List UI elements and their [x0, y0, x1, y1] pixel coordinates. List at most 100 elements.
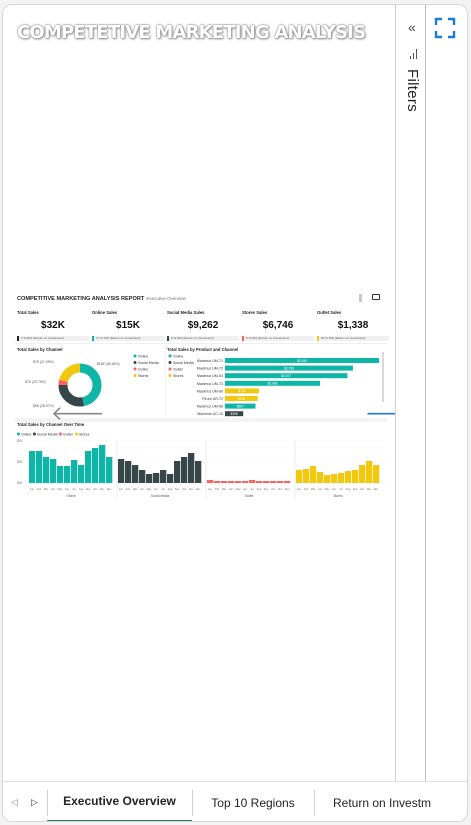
month-label: May	[236, 487, 242, 491]
month-label: Sep	[86, 487, 91, 491]
thumbnail-header: COMPETITIVE MARKETING ANALYSIS REPORT Exe…	[17, 296, 186, 302]
scrollbar[interactable]	[359, 294, 362, 302]
donut-slice	[59, 363, 81, 383]
y-tick-label: $1K	[17, 439, 24, 443]
kpi-value: $1,338	[337, 320, 369, 331]
month-label: Jan	[119, 487, 124, 491]
expand-corners-icon[interactable]	[434, 17, 456, 39]
tab-return-on-investment[interactable]: Return on Investm	[333, 795, 432, 810]
timeline-bar	[118, 459, 125, 483]
kpi-value: $9,262	[187, 320, 219, 331]
timeline-bar	[64, 466, 71, 483]
bar	[225, 373, 348, 379]
month-label: Jun	[332, 487, 337, 491]
timeline-bar	[256, 481, 263, 483]
donut-title: Total Sales by Channel	[17, 347, 63, 352]
month-label: Oct	[182, 487, 186, 491]
bar	[225, 358, 379, 363]
donut-legend-label: Social Media	[138, 361, 159, 365]
month-label: Mar	[222, 487, 227, 491]
kpi-color-bar	[92, 336, 94, 341]
donut-label: $7K (20.79%)	[25, 380, 46, 384]
month-label: Apr	[318, 487, 322, 491]
tab-top-10-regions[interactable]: Top 10 Regions	[211, 795, 295, 810]
kpi-roi-note: 56 % ROI (Return on Investment)	[317, 336, 389, 341]
timeline-bar	[366, 461, 373, 483]
y-tick-label: $0K	[17, 481, 24, 485]
bar-value-label: $2,677	[281, 374, 291, 378]
chevron-left-icon[interactable]: ◁	[11, 797, 18, 807]
kpi-card: Online Sales $15K 17 % ROI (Return on Inve…	[92, 310, 164, 342]
prev-page-arrow[interactable]: 🡐	[51, 403, 105, 425]
filters-pane[interactable]: « Filters	[395, 5, 426, 781]
timeline-bar	[36, 451, 43, 483]
donut-legend-label: Outlet	[138, 367, 148, 371]
timeline-bar	[181, 457, 188, 483]
timeline-bar	[235, 481, 242, 483]
bar	[225, 388, 259, 394]
month-label: Jul	[72, 487, 76, 491]
month-label: Mar	[44, 487, 49, 491]
month-label: Jun	[154, 487, 159, 491]
report-thumbnail[interactable]: COMPETITIVE MARKETING ANALYSIS REPORT Exe…	[15, 290, 419, 518]
bar-category-label: Maximus UM-72	[197, 367, 223, 371]
month-label: Jul	[161, 487, 165, 491]
chevron-right-icon[interactable]: ▷	[31, 797, 38, 807]
legend-dot	[59, 432, 62, 436]
bar-value-label: $741	[238, 389, 245, 393]
timeline-bar	[57, 466, 64, 483]
month-label: Aug	[346, 487, 351, 491]
kpi-value: $32K	[41, 320, 65, 331]
comment-icon[interactable]	[372, 294, 380, 300]
kpi-card: Social Media Sales $9,262 0 % ROI (Return …	[167, 310, 239, 342]
timeline-legend-label: Social Media	[37, 432, 58, 436]
month-label: Jan	[297, 487, 302, 491]
legend-dot	[133, 367, 137, 371]
donut-label: $7K (21.09%)	[33, 360, 54, 364]
divider	[165, 346, 166, 416]
legend-dot	[17, 432, 20, 436]
legend-dot	[133, 354, 137, 358]
month-label: Oct	[271, 487, 275, 491]
bar-category-label: Maximus UM-66	[197, 405, 223, 409]
timeline-bar	[43, 457, 50, 483]
tab-executive-overview[interactable]: Executive Overview	[47, 782, 192, 821]
legend-dot	[168, 361, 172, 364]
month-label: Apr	[140, 487, 144, 491]
timeline-bar	[92, 448, 99, 483]
kpi-color-bar	[17, 336, 19, 341]
double-chevron-left-icon[interactable]: «	[408, 19, 416, 35]
bars-legend-label: Online	[173, 354, 183, 358]
legend-dot	[133, 361, 137, 364]
month-label: Jun	[243, 487, 248, 491]
month-label: Jul	[250, 487, 254, 491]
month-label: Nov	[189, 487, 194, 491]
thumbnail-title: COMPETITIVE MARKETING ANALYSIS REPORT	[17, 296, 145, 302]
kpi-label: Outlet Sales	[317, 310, 342, 315]
timeline-bar	[125, 461, 132, 483]
bar	[225, 396, 258, 401]
divider	[15, 418, 387, 422]
month-label: Feb	[215, 487, 220, 491]
thumbnail-subtitle: Executive Overview	[146, 296, 186, 301]
scrollbar	[382, 352, 384, 402]
timeline-legend-label: Online	[21, 432, 31, 436]
month-label: Jan	[30, 487, 35, 491]
bar	[225, 403, 256, 409]
kpi-label: Social Media Sales	[167, 310, 205, 315]
donut-label: $15K (46.84%)	[97, 362, 120, 366]
tab-divider	[192, 790, 193, 816]
timeline-bar	[284, 481, 291, 483]
thumbnail-visuals: $7K (21.09%) $15K (46.84%) $7K (20.79%) $9K…	[15, 343, 387, 499]
timeline-bar	[324, 475, 331, 483]
bar-category-label: Maximus UM-54	[197, 374, 223, 378]
bar	[225, 365, 353, 371]
kpi-color-bar	[242, 336, 244, 341]
month-label: May	[325, 487, 331, 491]
month-label: Oct	[360, 487, 364, 491]
kpi-roi-text: 17 % ROI (Return on Investment)	[96, 336, 141, 340]
timeline-title: Total Sales by Channel Over Time	[17, 422, 85, 427]
month-label: Aug	[79, 487, 84, 491]
kpi-label: Stores Sales	[242, 310, 268, 315]
timeline-bar	[85, 451, 92, 483]
